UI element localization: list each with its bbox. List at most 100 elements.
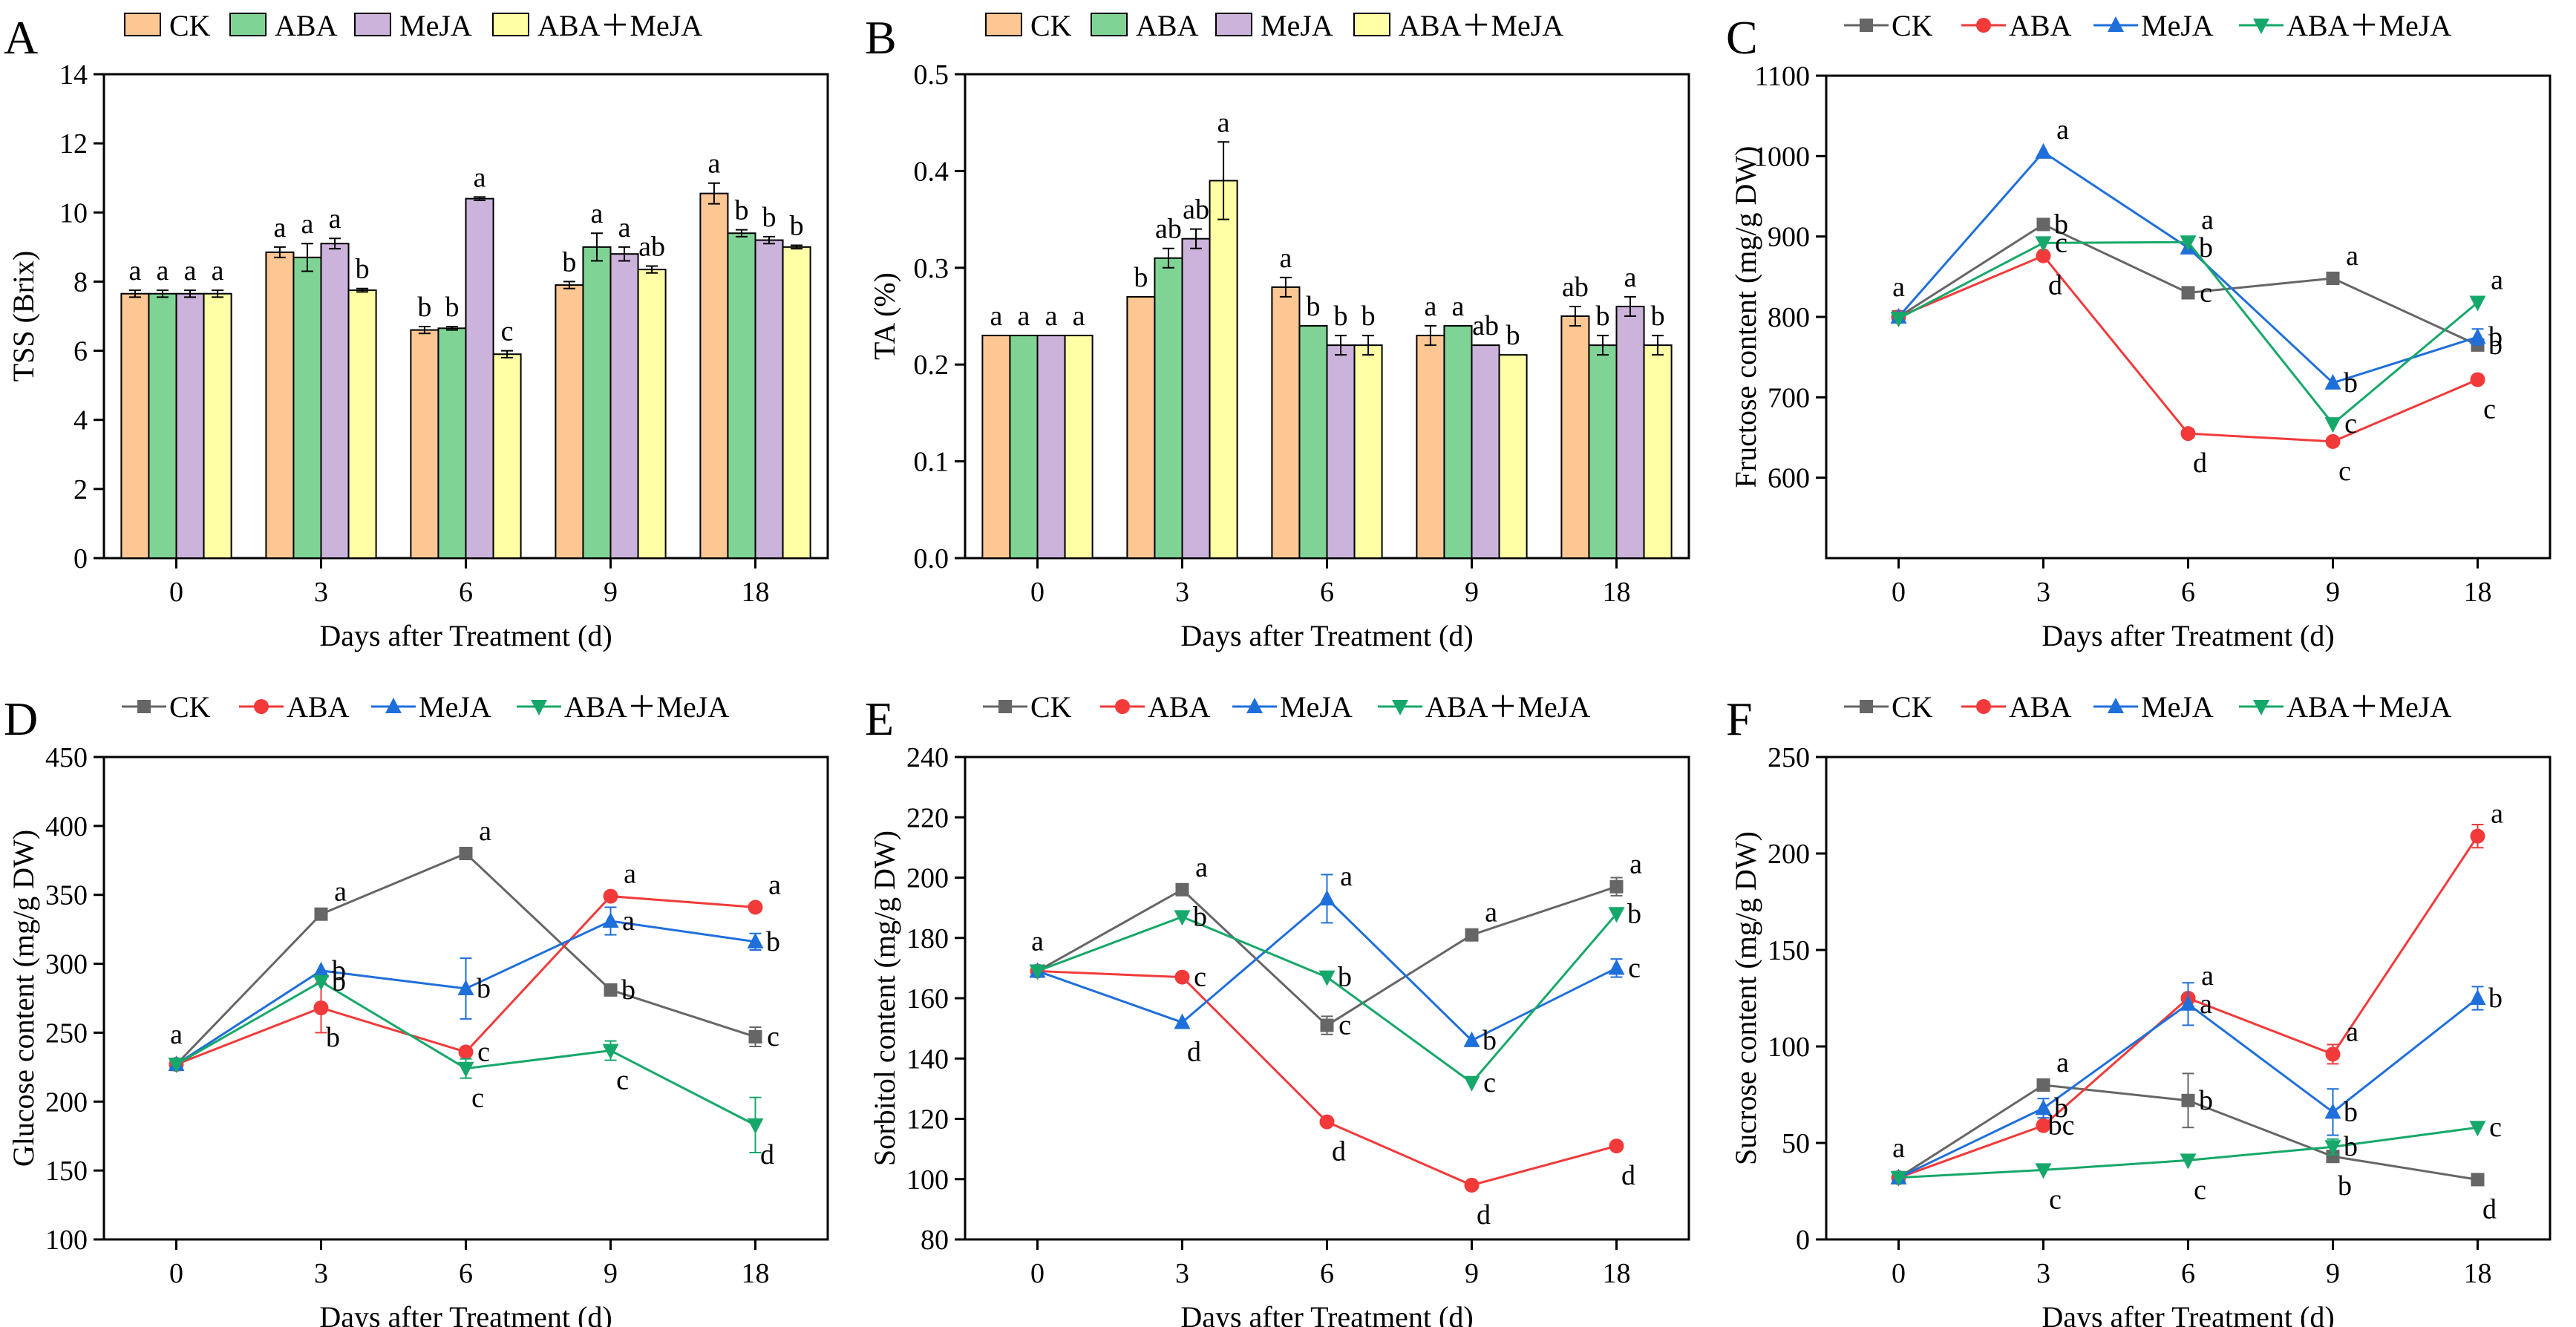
legend-marker xyxy=(254,699,269,714)
legend-entry: ABA xyxy=(1961,9,2072,42)
significance-letter: a xyxy=(1031,925,1044,957)
significance-letter: ab xyxy=(1472,310,1499,341)
significance-letter: b xyxy=(1595,301,1609,332)
x-tick-label: 3 xyxy=(2036,1258,2050,1289)
y-axis-label: TSS (Brix) xyxy=(7,251,40,382)
panel-letter: A xyxy=(4,11,38,64)
bar xyxy=(175,292,205,559)
significance-letter: a xyxy=(1452,291,1465,322)
significance-letter: b xyxy=(2054,1092,2068,1124)
data-point xyxy=(2180,426,2196,442)
bar xyxy=(699,192,729,559)
panel-C: C 600 700 800 900 1000 1100 0 3 6 9 18 Days after Tr… xyxy=(1726,9,2552,652)
x-tick-label: 9 xyxy=(2326,577,2340,608)
legend-label: ABA＋MeJA xyxy=(1399,9,1563,42)
legend-label: CK xyxy=(1892,690,1933,724)
data-point xyxy=(313,974,330,991)
data-point xyxy=(1175,882,1189,897)
significance-letter: b xyxy=(417,292,431,323)
legend-label: MeJA xyxy=(419,690,491,724)
significance-letter: a xyxy=(2491,265,2503,296)
panel-D: D 100 150 200 250 300 350 400 450 0 3 6 9 18 Days afte… xyxy=(4,690,829,1327)
bar xyxy=(981,335,1011,559)
x-tick-label: 18 xyxy=(2464,1258,2492,1289)
legend-entry: MeJA xyxy=(354,9,472,42)
bar xyxy=(1588,344,1618,559)
plot-frame xyxy=(1825,74,2552,560)
data-point xyxy=(314,907,328,921)
series-line xyxy=(1037,969,1617,1187)
significance-letter: a xyxy=(128,255,141,286)
legend-label: MeJA xyxy=(2141,9,2214,42)
bar xyxy=(203,292,232,559)
significance-letter: b xyxy=(1627,898,1641,929)
significance-letter: a xyxy=(2346,240,2358,272)
data-point xyxy=(602,1043,619,1060)
data-point xyxy=(458,1044,474,1060)
significance-letter: a xyxy=(1340,861,1353,892)
data-point xyxy=(2035,142,2052,159)
data-point xyxy=(2180,995,2197,1011)
data-point xyxy=(1463,1031,1480,1047)
y-tick-label: 700 xyxy=(1768,382,1810,413)
significance-letter: c xyxy=(2483,394,2496,425)
data-point xyxy=(603,888,618,904)
significance-letter: a xyxy=(479,816,491,847)
y-tick-label: 8 xyxy=(73,266,88,298)
significance-letter: a xyxy=(990,301,1002,332)
y-tick-label: 120 xyxy=(906,1104,949,1136)
bar xyxy=(1498,354,1528,559)
significance-letter: b xyxy=(1482,1025,1497,1056)
y-tick-label: 0 xyxy=(1796,1225,1810,1256)
panel-E: E 80 100 120 140 160 180 200 220 240 0 3 6 9 18 Days af… xyxy=(865,690,1690,1327)
bar xyxy=(492,353,522,559)
y-tick-label: 6 xyxy=(73,336,88,367)
significance-letter: a xyxy=(622,905,635,937)
y-tick-label: 100 xyxy=(45,1225,88,1256)
y-tick-label: 0 xyxy=(73,543,88,574)
data-point xyxy=(602,912,619,928)
legend-marker xyxy=(2108,16,2124,32)
significance-letter: a xyxy=(273,212,286,243)
legend-marker xyxy=(2253,19,2269,34)
x-tick-label: 6 xyxy=(1320,577,1334,608)
significance-letter: a xyxy=(2201,204,2214,235)
bar xyxy=(582,246,612,559)
significance-letter: b xyxy=(2054,209,2068,240)
plot-frame xyxy=(964,756,1690,1241)
significance-letter: a xyxy=(2491,799,2503,830)
legend-label: ABA＋MeJA xyxy=(2286,690,2451,724)
bar xyxy=(637,269,667,559)
y-tick-label: 0.5 xyxy=(914,59,949,91)
significance-letter: a xyxy=(2056,114,2069,145)
significance-letter: b xyxy=(332,966,346,997)
significance-letter: d xyxy=(760,1139,774,1170)
significance-letter: b xyxy=(1506,320,1520,351)
significance-letter: c xyxy=(616,1065,629,1096)
significance-letter: b xyxy=(2199,1085,2213,1116)
panel-letter: B xyxy=(865,11,897,64)
significance-letter: d xyxy=(2048,270,2062,301)
y-tick-label: 200 xyxy=(1768,839,1810,870)
data-point xyxy=(747,1118,764,1134)
data-point xyxy=(1318,889,1336,905)
x-axis-label: Days after Treatment (d) xyxy=(319,619,612,652)
significance-letter: a xyxy=(707,148,720,180)
legend-label: ABA xyxy=(2009,690,2072,724)
significance-letter: a xyxy=(1892,1133,1905,1164)
y-tick-label: 180 xyxy=(906,923,949,954)
legend-label: ABA＋MeJA xyxy=(537,9,702,42)
y-tick-label: 240 xyxy=(906,742,949,773)
data-point xyxy=(2326,272,2340,285)
x-tick-label: 6 xyxy=(459,577,473,608)
legend-label: MeJA xyxy=(1261,9,1333,42)
significance-letter: b xyxy=(2488,330,2503,361)
legend-swatch xyxy=(124,13,161,36)
y-tick-label: 80 xyxy=(921,1225,949,1256)
legend-entry: ABA xyxy=(239,690,350,724)
x-tick-label: 3 xyxy=(1175,1258,1189,1289)
significance-letter: c xyxy=(2200,278,2212,309)
significance-letter: ab xyxy=(1155,214,1182,245)
significance-letter: b xyxy=(1306,291,1320,322)
